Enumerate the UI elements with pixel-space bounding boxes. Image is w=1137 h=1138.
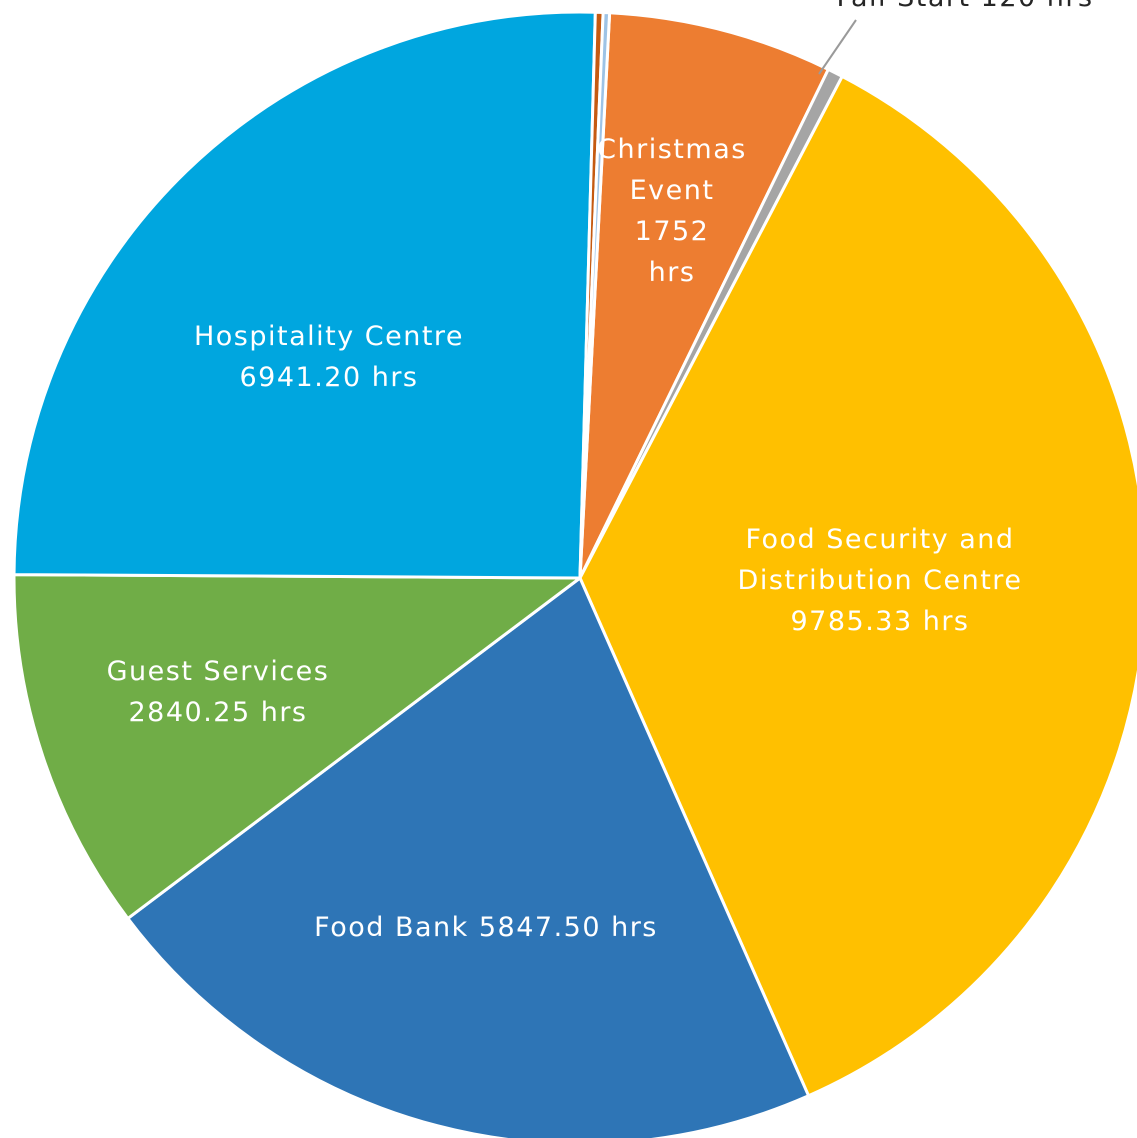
slice-label-food-security-and-distribution-centre: Food Security and Distribution Centre 9785…: [738, 524, 1023, 637]
slice-label-line: hrs: [649, 257, 696, 288]
pie-slices: [12, 10, 1137, 1138]
pie-slice-christmas-event: [578, 11, 830, 580]
leader-line-fall-start: [818, 19, 857, 75]
label-leader-lines: [818, 19, 857, 75]
pie-slice-food-bank: [126, 576, 811, 1138]
slice-label-line: Distribution Centre: [738, 565, 1023, 596]
pie-slice-hospitality-centre: [12, 10, 597, 580]
slice-label-line: Food Security and: [745, 524, 1014, 555]
slice-label-food-bank: Food Bank 5847.50 hrs: [314, 912, 658, 943]
slice-label-line: 6941.20 hrs: [239, 362, 418, 393]
pie-slice-food-security-and-distribution-centre: [578, 74, 1137, 1098]
pie-slice-guest-services: [12, 573, 582, 920]
slice-label-line: 9785.33 hrs: [790, 606, 969, 637]
slice-label-line: 1752: [635, 216, 710, 247]
slice-label-guest-services: Guest Services 2840.25 hrs: [107, 656, 330, 728]
slice-label-line: 2840.25 hrs: [128, 697, 307, 728]
slice-label-line: Event: [630, 175, 715, 206]
slice-label-line: Food Bank 5847.50 hrs: [314, 912, 658, 943]
slice-label-line: Christmas: [597, 134, 747, 165]
slice-label-hospitality-centre: Hospitality Centre 6941.20 hrs: [194, 321, 464, 393]
slice-label-fall-start: Fall Start 120 hrs: [836, 0, 1093, 13]
slice-label-line: Hospitality Centre: [194, 321, 464, 352]
pie-slice-unlabeled-7: [578, 10, 612, 580]
slice-label-line: Fall Start 120 hrs: [836, 0, 1093, 13]
slice-label-line: Guest Services: [107, 656, 330, 687]
slice-label-christmas-event: Christmas Event 1752 hrs: [597, 134, 747, 288]
pie-labels: Christmas Event 1752 hrs Fall Start 120 hrs F…: [107, 0, 1093, 943]
